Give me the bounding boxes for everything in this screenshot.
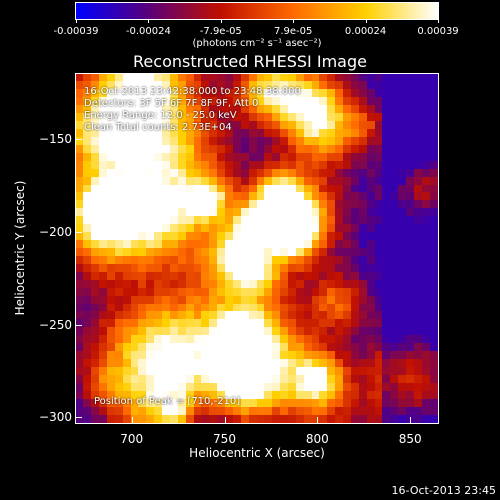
chart-title: Reconstructed RHESSI Image bbox=[133, 52, 367, 71]
x-tick-label: 750 bbox=[213, 432, 236, 446]
info-energy-range: Energy Range: 12.0 - 25.0 keV bbox=[84, 110, 237, 121]
timestamp: 16-Oct-2013 23:45 bbox=[391, 484, 496, 497]
colorbar-tick-label: -0.00024 bbox=[125, 26, 171, 37]
x-axis-label: Heliocentric X (arcsec) bbox=[189, 446, 325, 460]
colorbar-units: (photons cm⁻² s⁻¹ asec⁻²) bbox=[192, 38, 322, 49]
colorbar-tick bbox=[220, 19, 222, 23]
colorbar-tick-label: -0.00039 bbox=[53, 26, 99, 37]
x-tick-label: 800 bbox=[305, 432, 329, 446]
colorbar-tick-label: 0.00024 bbox=[344, 26, 387, 37]
y-axis-label: Heliocentric Y (arcsec) bbox=[13, 180, 27, 316]
y-tick-mark bbox=[76, 138, 82, 140]
colorbar-tick-label: 0.00039 bbox=[417, 26, 459, 37]
info-peak-position: Position of Peak = [710,-210] bbox=[94, 396, 241, 407]
info-clean-counts: Clean Total counts: 2.73E+04 bbox=[84, 122, 232, 133]
y-tick-label: −150 bbox=[39, 131, 72, 146]
colorbar bbox=[75, 2, 439, 20]
info-time-range: 16-Oct-2013 23:42:38.000 to 23:48:38.000 bbox=[84, 86, 301, 97]
x-tick-mark bbox=[131, 417, 133, 423]
x-tick-mark bbox=[410, 417, 412, 423]
x-tick-mark bbox=[224, 417, 226, 423]
colorbar-tick-label: -7.9e-05 bbox=[199, 26, 242, 37]
colorbar-tick bbox=[365, 19, 367, 23]
y-tick-label: −200 bbox=[39, 224, 72, 239]
colorbar-tick bbox=[148, 19, 150, 23]
colorbar-tick bbox=[293, 19, 295, 23]
plot-area: 16-Oct-2013 23:42:38.000 to 23:48:38.000… bbox=[75, 73, 439, 424]
y-tick-label: −250 bbox=[39, 317, 72, 332]
y-tick-mark bbox=[76, 417, 82, 419]
info-detectors: Detectors: 3F 5F 6F 7F 8F 9F, Att 0 bbox=[84, 98, 259, 109]
x-tick-label: 700 bbox=[120, 432, 144, 446]
y-tick-mark bbox=[76, 324, 82, 326]
y-tick-label: −300 bbox=[39, 410, 72, 425]
x-tick-mark bbox=[317, 417, 319, 423]
y-tick-mark bbox=[76, 231, 82, 233]
colorbar-tick bbox=[438, 19, 439, 23]
x-tick-label: 850 bbox=[398, 432, 422, 446]
colorbar-tick-label: 7.9e-05 bbox=[273, 26, 313, 37]
heatmap-image bbox=[76, 74, 438, 423]
colorbar-tick bbox=[76, 19, 77, 23]
